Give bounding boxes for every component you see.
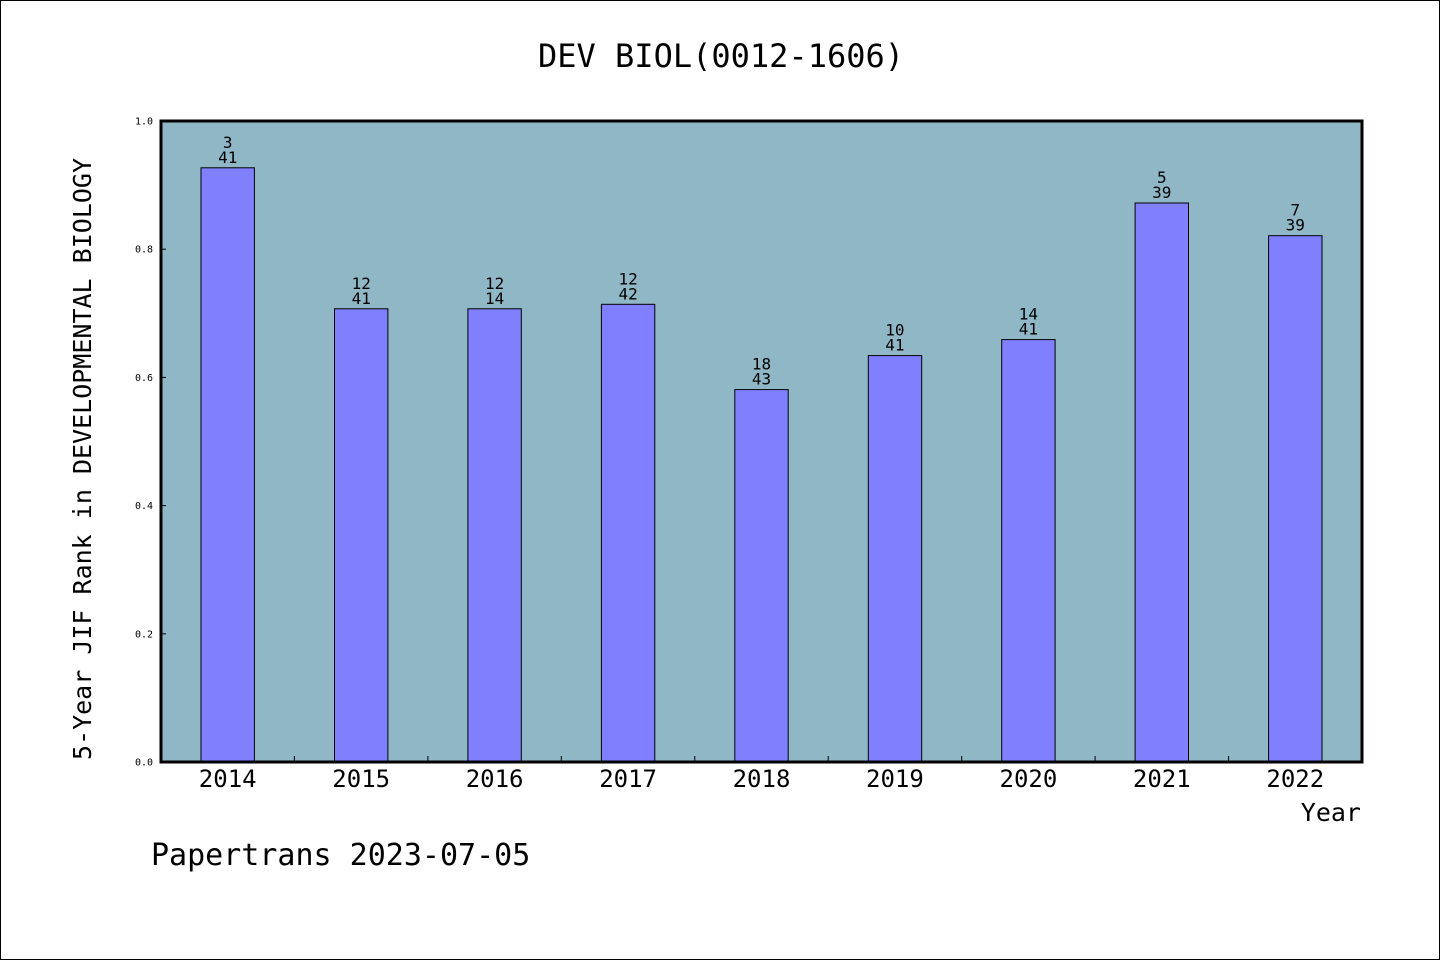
bar-label-total: 14 — [485, 289, 504, 308]
bar-label-rank: 12 — [618, 269, 637, 288]
bar-label-total: 39 — [1152, 183, 1171, 202]
bar-label-rank: 7 — [1290, 201, 1300, 220]
bar-2019 — [867, 355, 923, 763]
x-axis: 2014 2015 2016 2017 2018 2019 2020 2021 2022 — [199, 756, 1324, 793]
y-tick-label: 0.2 — [135, 629, 153, 640]
x-tick-label: 2018 — [733, 765, 791, 793]
bar-label-rank: 5 — [1157, 168, 1167, 187]
y-tick-label: 0.0 — [135, 758, 153, 769]
bar-2022 — [1268, 235, 1323, 763]
x-tick-label: 2014 — [199, 765, 257, 793]
x-tick-label: 2020 — [1000, 765, 1058, 793]
bar-2017 — [600, 303, 656, 763]
plot-border — [159, 119, 1364, 764]
bar-label-total: 42 — [618, 284, 637, 303]
y-tick-label: 0.8 — [135, 245, 153, 256]
bar-2015 — [334, 308, 389, 763]
x-tick-label: 2015 — [332, 765, 390, 793]
y-axis: 0.0 0.2 0.4 0.6 0.8 1.0 — [135, 117, 166, 769]
x-tick-label: 2017 — [599, 765, 657, 793]
bar-label-total: 41 — [1019, 320, 1038, 339]
y-axis-label: 5-Year JIF Rank in DEVELOPMENTAL BIOLOGY — [68, 158, 97, 760]
bar-label-rank: 3 — [223, 133, 233, 152]
bar-label-total: 41 — [352, 289, 371, 308]
bar-2016 — [467, 308, 522, 763]
y-tick-label: 0.6 — [135, 373, 153, 384]
chart-title: DEV BIOL(0012-1606) — [538, 37, 904, 75]
bar-2014 — [200, 167, 255, 763]
bar-2020 — [1001, 339, 1056, 763]
bar-label-rank: 12 — [352, 274, 371, 293]
bar-label-total: 41 — [885, 336, 904, 355]
bar-label-rank: 12 — [485, 274, 504, 293]
bar-2018 — [734, 389, 789, 763]
bars-layer — [200, 167, 1323, 763]
bar-2021 — [1134, 202, 1189, 763]
x-tick-label: 2019 — [866, 765, 924, 793]
bar-label-rank: 14 — [1019, 305, 1038, 324]
bar-label-rank: 18 — [752, 355, 771, 374]
x-tick-label: 2016 — [466, 765, 524, 793]
footer-credit: Papertrans 2023-07-05 — [151, 838, 530, 873]
y-tick-label: 0.4 — [135, 501, 153, 512]
bar-label-rank: 10 — [885, 321, 904, 340]
bar-label-total: 39 — [1286, 216, 1305, 235]
x-axis-label: Year — [1301, 798, 1361, 827]
x-tick-label: 2021 — [1133, 765, 1191, 793]
bar-label-total: 41 — [218, 148, 237, 167]
y-tick-label: 1.0 — [135, 117, 153, 128]
bar-label-total: 43 — [752, 370, 771, 389]
x-tick-label: 2022 — [1266, 765, 1324, 793]
